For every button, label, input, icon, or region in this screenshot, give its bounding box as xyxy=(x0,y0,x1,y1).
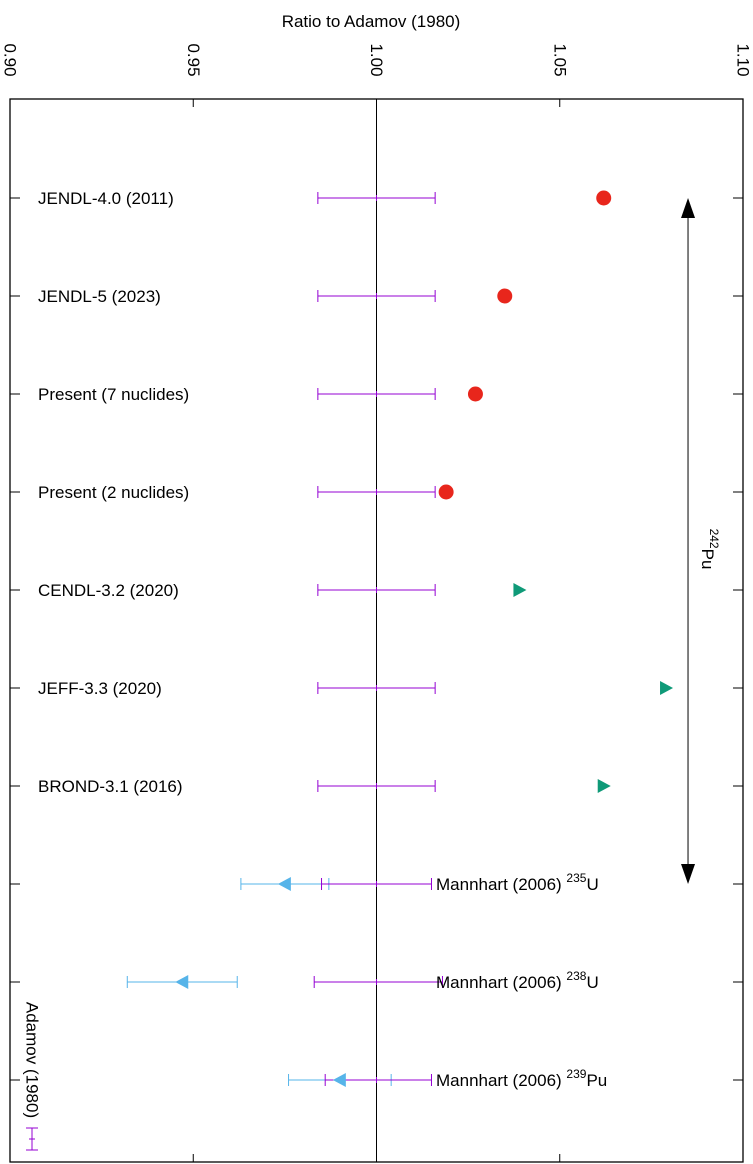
row-label-mass: 239 xyxy=(566,1067,586,1081)
label-layer: JENDL-4.0 (2011) JENDL-5 (2023) Present (7… xyxy=(38,189,607,1090)
x-axis-title: Ratio to Adamov (1980) xyxy=(282,12,461,31)
triangle-right-marker xyxy=(513,583,527,597)
row-label: JEFF-3.3 (2020) xyxy=(38,679,162,698)
annotation-layer: 242Pu xyxy=(681,198,721,884)
row-label-symbol: U xyxy=(586,875,598,894)
marker-layer xyxy=(175,190,674,1087)
circle-marker xyxy=(497,288,513,304)
row-label: BROND-3.1 (2016) xyxy=(38,777,183,796)
triangle-right-marker xyxy=(597,779,611,793)
x-tick-label: 1.10 xyxy=(734,43,753,76)
row-label-symbol: U xyxy=(586,973,598,992)
circle-marker xyxy=(438,484,454,500)
row-label: Mannhart (2006) 235U xyxy=(436,871,599,894)
row-label: JENDL-4.0 (2011) xyxy=(38,189,174,208)
tick-marks: 0.90 0.95 1.00 1.05 1.10 xyxy=(1,43,753,1162)
annotation-arrowhead-down xyxy=(681,864,696,884)
row-label: Mannhart (2006) 238U xyxy=(436,969,599,992)
row-label: Mannhart (2006) 239Pu xyxy=(436,1067,607,1090)
annotation-label: 242Pu xyxy=(698,529,721,570)
annotation-arrowhead-up xyxy=(681,198,696,218)
row-label-text: Mannhart (2006) xyxy=(436,1071,566,1090)
row-label-mass: 235 xyxy=(566,871,586,885)
errorbar-layer xyxy=(126,192,443,1086)
row-label-text: Mannhart (2006) xyxy=(436,875,566,894)
x-tick-label: 1.00 xyxy=(367,43,386,76)
x-tick-label: 1.05 xyxy=(550,43,569,76)
row-label: Present (7 nuclides) xyxy=(38,385,189,404)
row-label: JENDL-5 (2023) xyxy=(38,287,161,306)
annotation-label-symbol: Pu xyxy=(698,549,717,570)
legend: Adamov (1980) xyxy=(23,1002,42,1151)
row-label-symbol: Pu xyxy=(586,1071,607,1090)
row-label: Present (2 nuclides) xyxy=(38,483,189,502)
triangle-right-marker xyxy=(660,681,674,695)
legend-label: Adamov (1980) xyxy=(23,1002,42,1118)
row-label: CENDL-3.2 (2020) xyxy=(38,581,179,600)
triangle-left-marker xyxy=(332,1073,346,1087)
row-label-mass: 238 xyxy=(566,969,586,983)
row-label-text: Mannhart (2006) xyxy=(436,973,566,992)
x-tick-label: 0.95 xyxy=(184,43,203,76)
x-tick-label: 0.90 xyxy=(1,43,20,76)
circle-marker xyxy=(596,190,612,206)
annotation-label-mass: 242 xyxy=(707,529,721,549)
circle-marker xyxy=(467,386,483,402)
triangle-left-marker xyxy=(277,877,291,891)
triangle-left-marker xyxy=(175,975,189,989)
